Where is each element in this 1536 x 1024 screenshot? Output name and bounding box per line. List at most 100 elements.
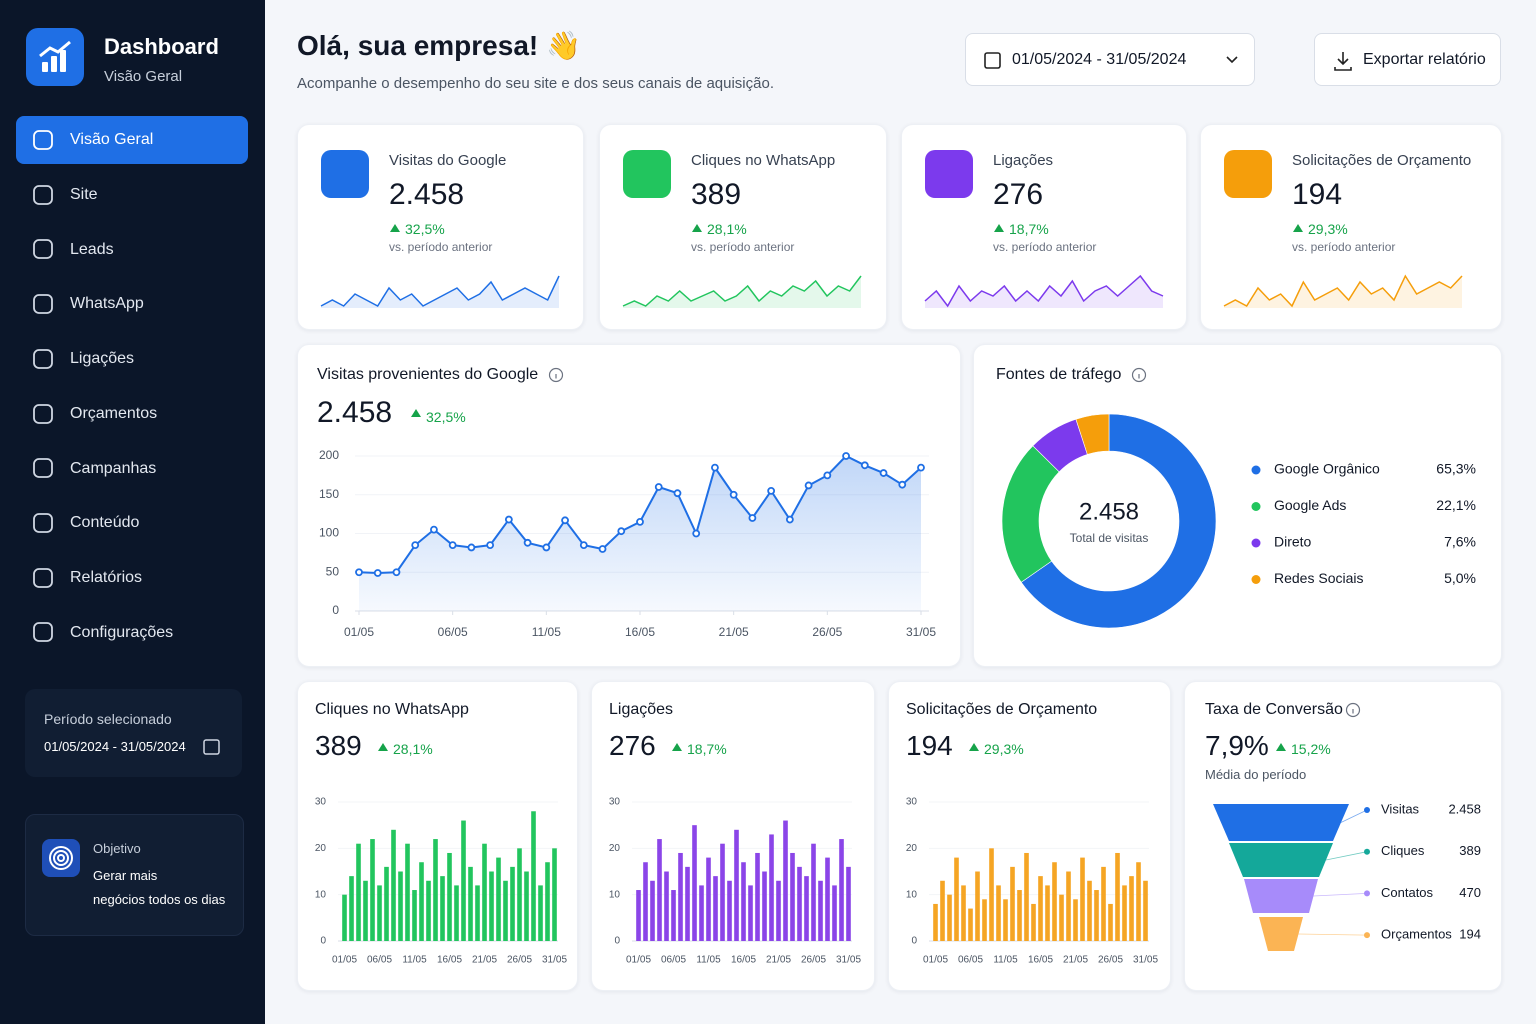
menu-item[interactable]: Conteúdo — [16, 499, 248, 547]
menu-item[interactable]: Leads — [16, 225, 248, 273]
chart — [390, 224, 400, 232]
bar — [797, 866, 802, 941]
point — [785, 515, 794, 524]
chart — [672, 743, 682, 751]
menu-icon — [33, 458, 53, 479]
date-range: 01/05/2024 - 31/05/2024 — [1012, 51, 1187, 69]
bar — [975, 871, 980, 941]
x-tick-label: 11/05 — [993, 955, 1018, 966]
menu-item[interactable]: Ligações — [16, 335, 248, 383]
bar — [1003, 899, 1008, 941]
chart-value: 7,9% — [1205, 730, 1269, 762]
logo-bar — [51, 56, 57, 72]
chart — [1276, 743, 1286, 751]
y-tick-label: 30 — [906, 797, 918, 808]
chart — [33, 458, 53, 479]
point — [879, 469, 888, 477]
bar — [419, 862, 424, 941]
chart — [49, 846, 73, 870]
page-title: Olá, sua empresa! 👋 — [297, 30, 581, 62]
point — [411, 541, 420, 550]
goal-text: negócios todos os dias — [93, 892, 226, 908]
sparkline-area — [1224, 276, 1462, 308]
point — [542, 543, 551, 552]
bar — [1073, 899, 1078, 941]
chart-title: Visitas provenientes do Google — [317, 366, 539, 384]
legend-dot — [1251, 502, 1261, 511]
bar — [363, 880, 368, 941]
bar — [982, 899, 987, 941]
legend-label: Visitas — [1381, 801, 1420, 816]
y-tick-label: 100 — [319, 526, 339, 540]
bar — [699, 885, 704, 941]
point — [823, 471, 832, 480]
menu-item[interactable]: Visão Geral — [16, 116, 248, 164]
x-tick-label: 06/05 — [367, 955, 392, 966]
kpi-change: 29,3% — [1308, 220, 1348, 237]
chart-title: Cliques no WhatsApp — [315, 701, 469, 719]
chart — [994, 224, 1004, 232]
bar — [664, 871, 669, 941]
bar — [713, 876, 718, 941]
bar — [482, 843, 487, 941]
menu-item[interactable]: Orçamentos — [16, 390, 248, 438]
chart-title: Solicitações de Orçamento — [906, 701, 1098, 719]
menu-item[interactable]: Campanhas — [16, 444, 248, 492]
menu-label: Campanhas — [70, 459, 157, 477]
export-button[interactable]: Exportar relatório — [1314, 33, 1501, 86]
bar — [370, 839, 375, 941]
x-tick-label: 01/05 — [626, 955, 651, 966]
bar — [790, 852, 795, 941]
point — [448, 541, 457, 550]
kpi-icon — [321, 150, 369, 198]
bar — [940, 880, 945, 941]
menu-item[interactable]: Relatórios — [16, 554, 248, 602]
legend-label: Redes Sociais — [1274, 570, 1364, 586]
menu-label: Leads — [70, 240, 114, 258]
x-tick-label: 26/05 — [1098, 955, 1123, 966]
bar — [1038, 876, 1043, 941]
menu-item[interactable]: Site — [16, 171, 248, 219]
menu-label: Ligações — [70, 350, 135, 368]
date-range-button[interactable]: 01/05/2024 - 31/05/2024 — [965, 33, 1255, 86]
menu-icon — [33, 403, 53, 424]
x-tick-label: 16/05 — [437, 955, 462, 966]
menu-label: Visão Geral — [70, 131, 154, 149]
goal-ring — [49, 846, 73, 870]
legend-label: Google Orgânico — [1274, 461, 1380, 477]
bar — [961, 885, 966, 941]
x-tick-label: 11/05 — [532, 625, 561, 639]
connector — [1313, 893, 1368, 897]
y-tick-label: 50 — [326, 564, 340, 578]
bar — [1066, 871, 1071, 941]
bar — [433, 839, 438, 941]
chart — [622, 275, 862, 308]
bar — [825, 857, 830, 941]
bar-chart-card: Ligações 276 18,7% 0 10 20 30 01/05 06/05 11/05 16… — [591, 681, 875, 991]
bar — [1080, 857, 1085, 941]
up-arrow — [390, 224, 400, 232]
kpi-label: Cliques no WhatsApp — [691, 152, 836, 169]
point — [373, 569, 382, 577]
x-tick-label: 21/05 — [1063, 955, 1088, 966]
bar — [692, 825, 697, 941]
bar — [1122, 885, 1127, 941]
bar — [989, 848, 994, 941]
menu-item[interactable]: WhatsApp — [16, 280, 248, 328]
chart — [33, 512, 53, 533]
x-tick-label: 31/05 — [836, 955, 861, 966]
info-icon — [1345, 702, 1361, 718]
bar — [454, 885, 459, 941]
bar — [1052, 862, 1057, 941]
y-tick-label: 10 — [315, 889, 327, 900]
period-label: Período selecionado — [44, 710, 172, 727]
bar — [947, 894, 952, 941]
bar — [657, 839, 662, 941]
bar — [524, 871, 529, 941]
goal-box: Objetivo Gerar mais negócios todos os dias — [25, 814, 244, 936]
kpi-note: vs. período anterior — [691, 239, 795, 254]
bar — [342, 894, 347, 941]
menu-item[interactable]: Configurações — [16, 608, 248, 656]
bar — [1087, 880, 1092, 941]
funnel-stage — [1229, 843, 1333, 877]
